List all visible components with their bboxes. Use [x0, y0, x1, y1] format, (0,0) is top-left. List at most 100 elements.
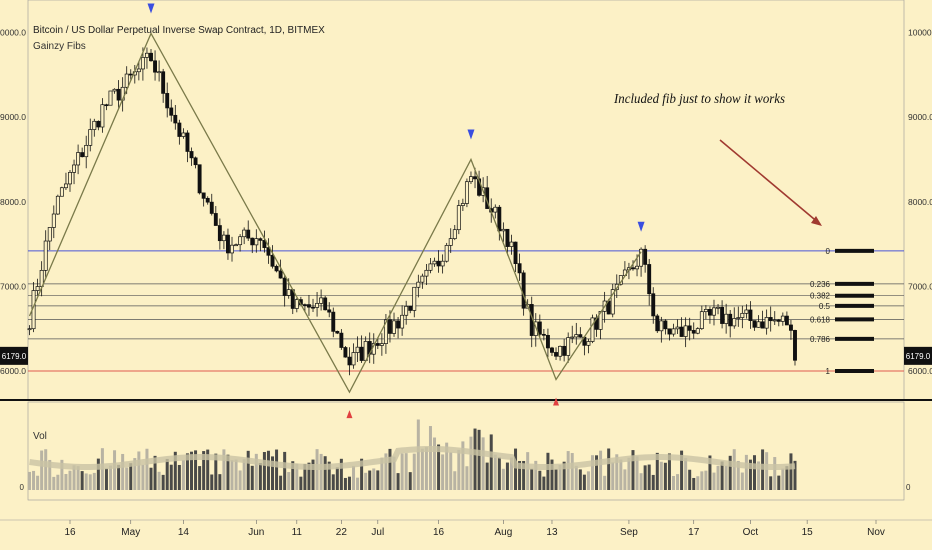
price-badge-right — [904, 346, 932, 365]
volume-bar — [129, 463, 133, 490]
volume-bar — [125, 467, 129, 490]
candle-body — [347, 356, 352, 366]
y-tick-label-left: 9000.0 — [0, 112, 26, 122]
candle-body — [707, 309, 712, 316]
volume-bar — [161, 474, 165, 490]
volume-bar — [210, 474, 214, 490]
candle-body — [554, 352, 558, 357]
candle-body — [412, 286, 417, 311]
volume-bar — [538, 470, 542, 490]
volume-bar — [671, 475, 675, 490]
candle-body — [598, 310, 603, 330]
volume-bar — [542, 476, 546, 490]
candle-body — [258, 238, 263, 241]
volume-bar — [449, 452, 453, 490]
candle-body — [493, 206, 498, 213]
volume-bar — [206, 449, 210, 490]
chart-title: Bitcoin / US Dollar Perpetual Inverse Sw… — [33, 25, 325, 36]
candle-body — [47, 227, 52, 242]
volume-bar — [319, 453, 323, 490]
y-tick-label-left: 10000.0 — [0, 28, 26, 38]
volume-bar — [505, 462, 509, 490]
candle-body — [112, 88, 117, 92]
volume-bar — [364, 472, 368, 490]
volume-bar — [647, 464, 651, 490]
volume-ma-band — [29, 445, 796, 470]
volume-bar — [343, 477, 347, 490]
volume-bar — [461, 441, 465, 490]
candle-body — [351, 352, 356, 366]
candle-body — [201, 192, 206, 199]
volume-label: Vol — [33, 431, 47, 442]
candle-body — [238, 236, 243, 246]
volume-bar — [550, 459, 554, 490]
x-tick-label: Jul — [371, 527, 384, 538]
volume-bar — [692, 477, 696, 490]
volume-bar — [64, 473, 68, 490]
candle-body — [420, 275, 425, 283]
volume-bar — [469, 436, 473, 490]
volume-bar — [445, 442, 449, 490]
volume-bar — [574, 465, 578, 490]
volume-bar — [327, 461, 331, 490]
candle-body — [663, 320, 668, 330]
candle-body — [687, 325, 692, 331]
volume-bar — [380, 457, 384, 490]
volume-bar — [117, 464, 121, 490]
candle-body — [521, 272, 526, 309]
volume-bar — [388, 448, 392, 490]
y-tick-label-right: 8000.0 — [908, 197, 932, 207]
volume-bar — [501, 468, 505, 490]
indicator-label: Gainzy Fibs — [33, 41, 86, 52]
volume-bar — [404, 453, 408, 490]
candle-body — [772, 319, 777, 322]
y-tick-label-left: 8000.0 — [0, 197, 26, 207]
candle-body — [254, 238, 259, 246]
candle-body — [424, 269, 429, 277]
candle-body — [379, 343, 384, 346]
volume-bar — [627, 457, 631, 490]
volume-bar — [684, 457, 688, 490]
candle-body — [748, 309, 753, 321]
candle-body — [712, 307, 716, 316]
candle-body — [428, 263, 433, 271]
volume-bar — [518, 460, 522, 490]
volume-bar — [408, 472, 412, 490]
x-tick-label: 11 — [292, 527, 303, 538]
volume-bar — [720, 461, 724, 490]
volume-bar — [757, 461, 761, 490]
volume-bar — [258, 462, 262, 490]
volume-bar — [736, 460, 740, 490]
candle-body — [578, 334, 583, 338]
candle-body — [274, 265, 279, 272]
volume-bar — [303, 463, 307, 490]
fib-level-label: 0.382 — [810, 292, 831, 301]
x-tick-label: 15 — [802, 527, 814, 538]
volume-bar — [222, 449, 226, 490]
volume-bar — [420, 448, 424, 490]
volume-bar — [311, 459, 315, 490]
volume-bar — [190, 451, 194, 490]
candle-body — [768, 317, 773, 322]
candle-body — [574, 334, 579, 338]
volume-bar — [582, 474, 586, 490]
volume-bar — [554, 469, 558, 490]
candle-body — [375, 343, 380, 346]
volume-bar — [287, 472, 291, 490]
volume-bar — [347, 476, 351, 490]
candle-body — [671, 328, 676, 335]
volume-bar — [623, 469, 627, 490]
candle-body — [566, 337, 571, 356]
volume-bar — [534, 460, 538, 490]
volume-bar — [339, 458, 343, 490]
swing-low-marker — [553, 397, 560, 406]
volume-bar — [109, 465, 113, 490]
volume-bar — [44, 449, 48, 490]
x-tick-label: 22 — [336, 527, 348, 538]
swing-low-marker — [346, 410, 353, 419]
candle-body — [655, 315, 660, 332]
candle-body — [744, 309, 749, 314]
candle-body — [647, 264, 652, 295]
volume-bar — [639, 473, 643, 490]
